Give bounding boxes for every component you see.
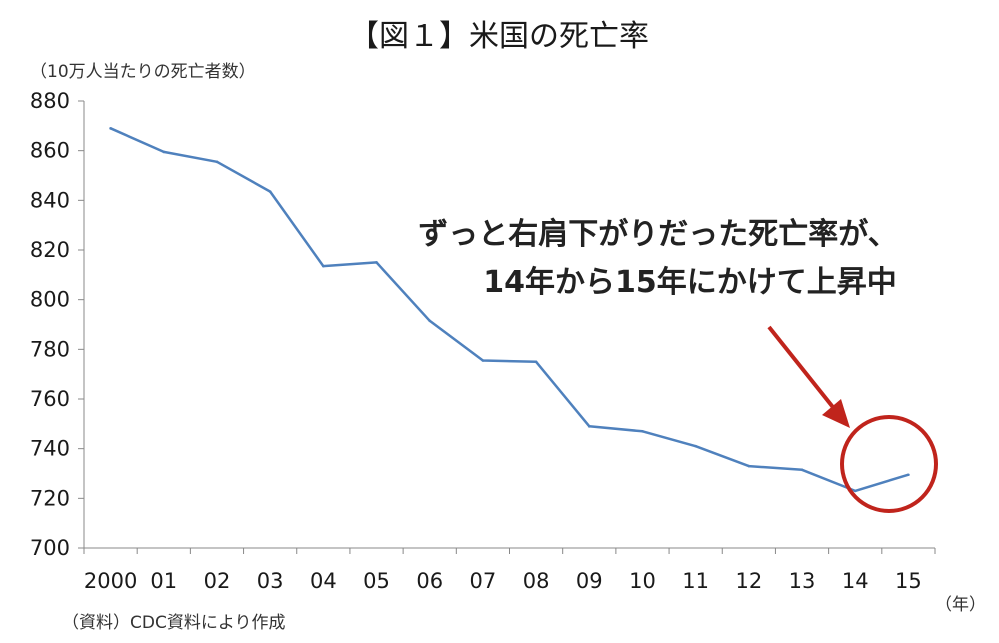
y-tick-label: 800 xyxy=(30,288,70,312)
y-tick-label: 840 xyxy=(30,188,70,212)
data-point xyxy=(428,319,432,323)
x-tick-label: 14 xyxy=(842,569,869,593)
x-tick-label: 08 xyxy=(523,569,550,593)
y-tick-label: 880 xyxy=(30,89,70,113)
x-tick-label: 11 xyxy=(682,569,709,593)
data-point xyxy=(747,464,751,468)
annotation-line-1: ずっと右肩下がりだった死亡率が、 xyxy=(418,217,897,252)
data-point xyxy=(907,473,910,477)
y-tick-label: 700 xyxy=(30,536,70,560)
x-tick-label: 04 xyxy=(310,569,337,593)
x-tick-label: 03 xyxy=(257,569,284,593)
x-tick-label: 05 xyxy=(363,569,390,593)
y-tick-label: 820 xyxy=(30,238,70,262)
data-point xyxy=(109,127,112,130)
data-point xyxy=(215,160,219,164)
source-note: （資料）CDC資料により作成 xyxy=(62,613,286,633)
y-tick-label: 720 xyxy=(30,486,70,510)
data-point xyxy=(853,489,857,493)
mortality-rate-line xyxy=(110,127,909,493)
data-point xyxy=(534,360,538,364)
highlight-circle xyxy=(840,415,938,513)
data-point xyxy=(268,190,272,193)
y-tick-label: 740 xyxy=(30,437,70,461)
y-tick-label: 760 xyxy=(30,387,70,411)
data-point xyxy=(641,429,644,433)
x-tick-label: 09 xyxy=(576,569,603,593)
x-tick-label: 10 xyxy=(629,569,656,593)
data-point xyxy=(800,468,804,472)
x-axis-unit-label: （年） xyxy=(935,595,986,615)
data-point xyxy=(481,359,485,362)
data-point xyxy=(162,150,166,154)
y-tick-label: 780 xyxy=(30,337,70,361)
x-tick-label: 02 xyxy=(204,569,231,593)
chart-title: 【図１】米国の死亡率 xyxy=(349,19,649,54)
data-point xyxy=(694,444,697,448)
data-point xyxy=(587,425,591,428)
x-tick-label: 12 xyxy=(735,569,762,593)
data-point xyxy=(375,261,378,264)
x-tick-label: 15 xyxy=(895,569,922,593)
x-tick-label: 2000 xyxy=(84,569,137,593)
annotation-line-2: 14年から15年にかけて上昇中 xyxy=(483,265,897,300)
y-axis-unit-label: （10万人当たりの死亡者数） xyxy=(30,62,256,82)
y-tick-label: 860 xyxy=(30,139,70,163)
annotation-arrow xyxy=(767,325,850,428)
x-tick-label: 01 xyxy=(150,569,177,593)
x-tick-label: 06 xyxy=(416,569,443,593)
x-tick-label: 07 xyxy=(470,569,497,593)
x-tick-label: 13 xyxy=(789,569,816,593)
data-point xyxy=(322,264,325,268)
